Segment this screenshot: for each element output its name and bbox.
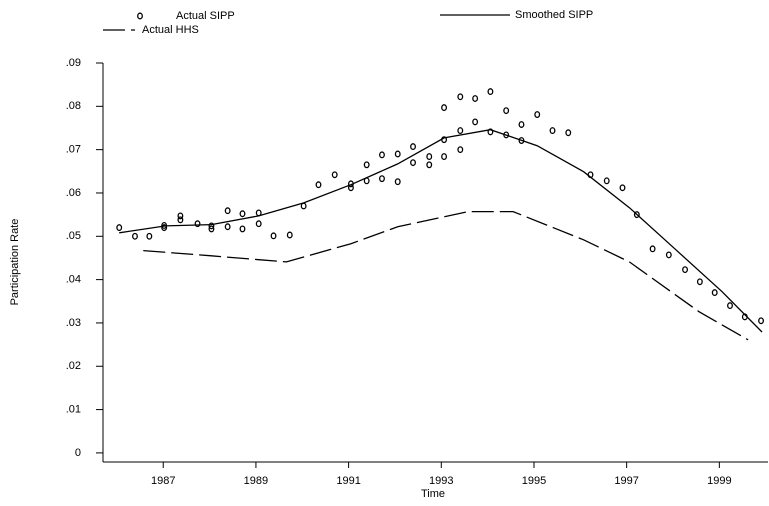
data-point [239, 225, 246, 233]
data-point [132, 232, 138, 240]
data-point [682, 266, 688, 274]
data-point [426, 153, 433, 161]
y-axis-label: Participation Rate [9, 219, 21, 306]
data-point [379, 175, 385, 183]
data-point [603, 177, 610, 185]
data-point [410, 159, 416, 167]
y-tick-label: .09 [66, 57, 81, 69]
data-point [487, 88, 494, 96]
data-point [255, 220, 262, 228]
y-tick-label: .04 [66, 274, 81, 286]
line [143, 210, 749, 341]
data-point [441, 104, 448, 112]
data-point [619, 184, 626, 192]
data-point [426, 161, 433, 169]
data-point [394, 150, 401, 158]
data-point [633, 211, 640, 219]
x-tick-label: 1995 [522, 475, 546, 487]
data-point [116, 224, 123, 232]
data-point [457, 146, 464, 154]
data-point [270, 232, 277, 240]
legend-label: Smoothed SIPP [515, 9, 593, 21]
data-point [472, 118, 479, 126]
y-tick-label: .06 [66, 187, 81, 199]
data-point [177, 212, 184, 220]
x-tick-label: 1999 [707, 475, 731, 487]
data-point [286, 231, 293, 239]
data-point [503, 107, 510, 115]
data-point [224, 207, 231, 215]
x-tick-label: 1989 [244, 475, 268, 487]
data-point [194, 220, 201, 228]
x-tick-label: 1987 [151, 475, 175, 487]
data-point [239, 210, 246, 218]
y-tick-label: .08 [66, 100, 81, 112]
data-point [727, 302, 733, 310]
data-point [146, 232, 153, 240]
legend-label: Actual SIPP [176, 10, 235, 22]
data-point [224, 223, 231, 231]
line [119, 129, 763, 333]
data-point [518, 121, 525, 128]
data-point [208, 222, 215, 230]
data-point [758, 317, 764, 325]
data-point [363, 161, 370, 169]
legend-label: Actual HHS [142, 24, 199, 36]
data-point [177, 216, 184, 224]
data-point [441, 153, 448, 161]
y-tick-label: .01 [66, 403, 81, 415]
data-point [665, 251, 672, 259]
data-point [208, 225, 215, 233]
x-axis-label: Time [421, 488, 445, 500]
y-tick-label: .05 [66, 230, 81, 242]
data-point [331, 171, 338, 179]
data-point [394, 178, 401, 186]
data-point [315, 181, 322, 189]
x-tick-label: 1997 [614, 475, 638, 487]
data-point [696, 278, 703, 286]
y-tick-label: .02 [66, 360, 81, 372]
y-tick-label: .03 [66, 317, 81, 329]
data-point [472, 95, 479, 102]
data-point [410, 143, 416, 151]
x-tick-label: 1991 [336, 475, 360, 487]
y-tick-label: .07 [66, 144, 81, 156]
data-point [565, 129, 572, 137]
data-point [534, 111, 541, 119]
data-point [649, 245, 656, 253]
legend-marker [137, 12, 143, 20]
data-point [711, 289, 718, 297]
data-point [379, 151, 385, 159]
data-point [457, 93, 464, 101]
data-point [457, 127, 464, 135]
data-point [549, 127, 556, 135]
y-tick-label: 0 [75, 447, 81, 459]
x-tick-label: 1993 [429, 475, 453, 487]
